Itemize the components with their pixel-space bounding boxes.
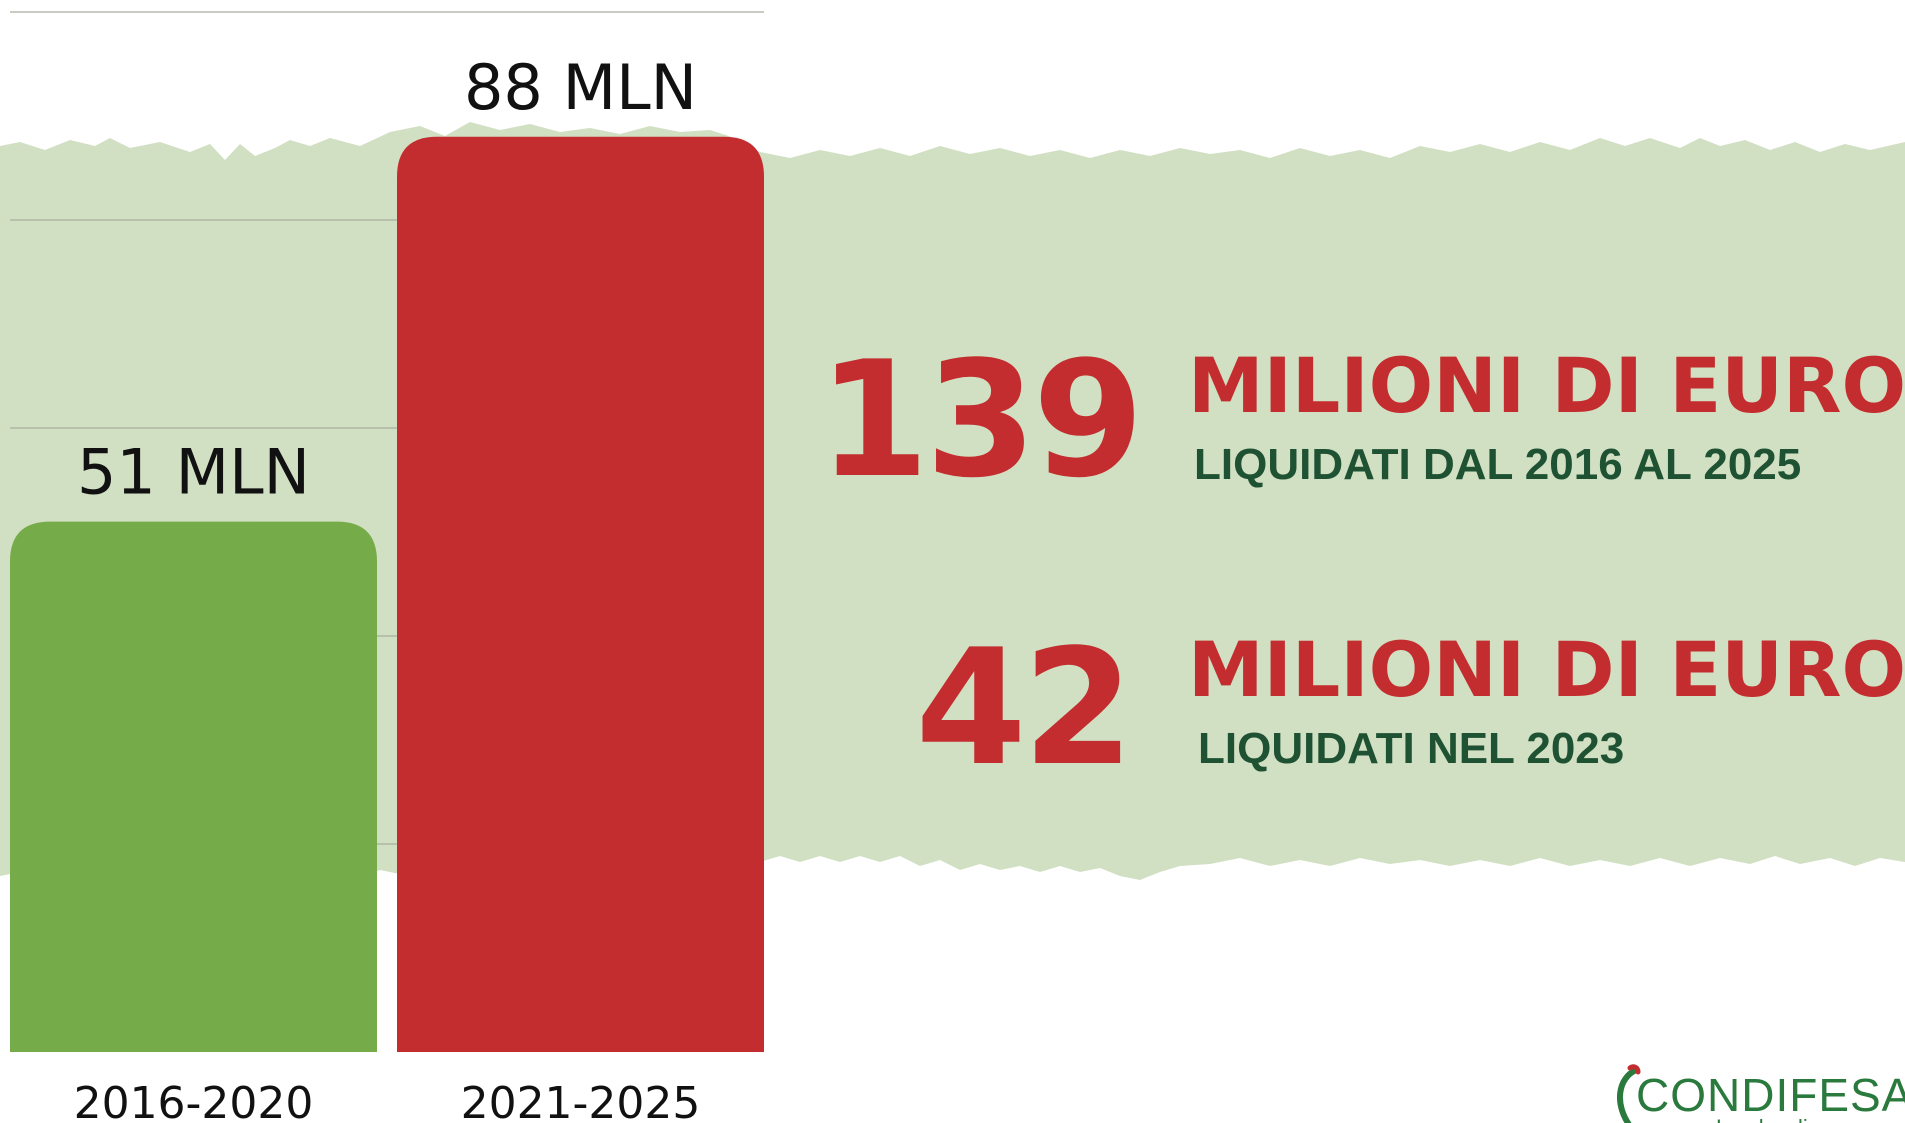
bar-2021-2025 [397, 136, 764, 1053]
stat-year-unit: MILIONI DI EURO [1188, 625, 1905, 714]
chart-bars [10, 136, 764, 1053]
logo-swoosh-icon [1616, 1064, 1641, 1123]
stat-total-caption: LIQUIDATI DAL 2016 AL 2025 [1194, 440, 1802, 489]
stat-year-number: 42 [915, 614, 1134, 801]
data-label: 51 MLN [77, 436, 310, 509]
bar-2016-2020 [10, 521, 377, 1052]
logo-text: CONDIFESA [1636, 1069, 1905, 1121]
stat-total-unit: MILIONI DI EURO [1188, 341, 1905, 430]
chart-labels: 51 MLN 2016-2020 88 MLN 2021-2025 [74, 51, 701, 1123]
condifesa-logo: CONDIFESA Lombardia [1606, 1058, 1905, 1123]
logo-subtext: Lombardia [1716, 1115, 1820, 1123]
x-tick-label: 2016-2020 [74, 1078, 314, 1123]
stat-total-number: 139 [818, 326, 1144, 513]
data-label: 88 MLN [464, 51, 697, 124]
stat-year-caption: LIQUIDATI NEL 2023 [1198, 724, 1625, 773]
x-tick-label: 2021-2025 [461, 1078, 701, 1123]
